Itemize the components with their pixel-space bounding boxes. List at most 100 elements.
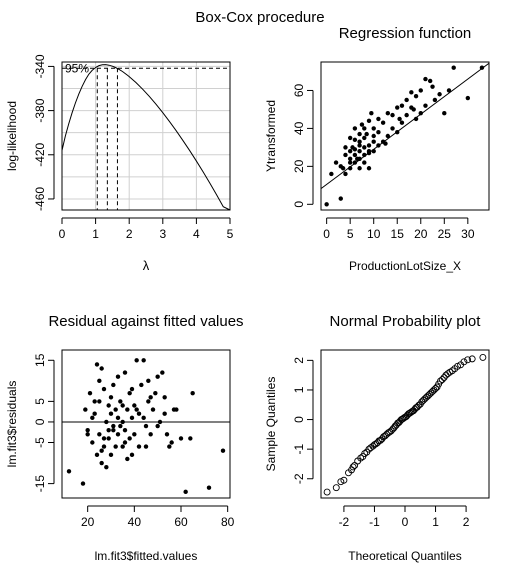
residual-point — [99, 448, 104, 453]
residual-point — [115, 374, 121, 379]
qq-point — [392, 421, 400, 429]
regression-point — [427, 78, 433, 84]
regression-point — [418, 88, 423, 93]
y-tick-label: 1 — [292, 386, 306, 393]
regression-x-label: ProductionLotSize_X — [349, 259, 461, 273]
x-tick-label: 4 — [193, 227, 200, 241]
y-tick-label: -5 — [33, 437, 47, 448]
regression-point — [404, 97, 409, 103]
qq-plot-frame — [320, 349, 490, 499]
y-tick-label: 40 — [292, 121, 306, 135]
regression-point — [376, 143, 381, 148]
regression-point — [366, 166, 372, 171]
residual-point — [90, 440, 95, 445]
qq-point — [361, 450, 369, 458]
residual-point — [111, 427, 116, 433]
regression-point — [362, 152, 367, 158]
residual-point — [162, 395, 167, 400]
regression-point — [418, 111, 423, 116]
regression-point — [451, 65, 456, 70]
regression-point — [340, 166, 346, 171]
regression-point — [371, 139, 376, 144]
residual-point — [83, 407, 88, 412]
regression-point — [380, 120, 386, 125]
residual-point — [122, 440, 128, 445]
regression-point — [359, 122, 365, 127]
regression-point — [362, 135, 367, 141]
residual-point — [146, 378, 151, 384]
y-tick-label: -340 — [33, 54, 47, 78]
regression-point — [362, 160, 367, 165]
residual-point — [169, 440, 174, 445]
qq-point — [436, 377, 444, 385]
y-tick-label: 60 — [292, 83, 306, 97]
regression-point — [357, 166, 362, 171]
residual-point — [206, 485, 212, 490]
boxcox-95-annotation: 95% — [65, 61, 89, 75]
residual-point — [139, 382, 144, 388]
regression-point — [364, 131, 369, 137]
qq-point — [323, 488, 331, 496]
regression-point — [369, 111, 374, 116]
x-tick-label: 1 — [432, 515, 439, 529]
x-tick-label: 5 — [347, 227, 354, 241]
residuals-axes: 20 40 60 80 -15 -5 0 5 15 — [33, 353, 235, 529]
regression-point — [352, 137, 358, 142]
regression-axes: 0 5 10 15 20 25 30 0 20 40 60 — [292, 83, 475, 241]
y-tick-label: 0 — [292, 416, 306, 423]
residual-point — [122, 427, 128, 433]
regression-point — [479, 65, 485, 70]
x-tick-label: 20 — [81, 515, 95, 529]
residual-point — [153, 390, 158, 396]
residual-point — [108, 411, 114, 416]
residual-point — [125, 407, 130, 412]
residual-point — [99, 366, 104, 371]
qq-point — [411, 405, 419, 413]
boxcox-loglik-curve — [61, 64, 231, 211]
residual-point — [120, 444, 125, 449]
regression-point — [371, 126, 376, 131]
regression-point — [413, 116, 419, 122]
qq-point — [438, 376, 446, 384]
residual-point — [94, 362, 100, 367]
x-tick-label: 0 — [59, 227, 66, 241]
residual-point — [104, 464, 109, 470]
residual-point — [129, 415, 135, 421]
residual-point — [167, 444, 172, 449]
residual-point — [136, 411, 142, 416]
residual-point — [97, 432, 102, 437]
residual-point — [160, 370, 165, 375]
regression-point — [366, 118, 372, 124]
x-tick-label: 2 — [126, 227, 133, 241]
residual-point — [118, 423, 123, 429]
residual-point — [111, 423, 116, 429]
residual-point — [80, 481, 86, 486]
qq-point — [464, 356, 472, 364]
regression-point — [437, 92, 442, 97]
residual-point — [129, 452, 135, 458]
residual-point — [164, 432, 170, 437]
page-title: Box-Cox procedure — [195, 9, 324, 26]
boxcox-x-label: λ — [143, 258, 150, 273]
residual-point — [92, 411, 97, 416]
x-tick-label: -2 — [339, 515, 350, 529]
regression-point — [347, 148, 353, 154]
residual-point — [87, 390, 93, 396]
residual-point — [90, 415, 95, 421]
residual-point — [132, 403, 137, 408]
residual-point — [120, 403, 125, 408]
regression-point — [329, 171, 334, 177]
x-tick-label: 60 — [174, 515, 188, 529]
regression-point — [385, 133, 391, 139]
regression-point — [352, 152, 358, 158]
boxcox-panel: 95% 0 1 2 3 4 5 -460 -420 -380 -340 λ log-likelih… — [5, 54, 234, 273]
residual-point — [106, 427, 111, 433]
regression-point — [399, 103, 405, 108]
residual-point — [127, 390, 132, 396]
regression-fit-line — [320, 62, 490, 189]
regression-point — [347, 166, 353, 171]
regression-plot-frame — [320, 61, 490, 211]
residual-point — [150, 407, 156, 412]
residual-point — [99, 460, 104, 466]
qq-point — [479, 353, 487, 361]
